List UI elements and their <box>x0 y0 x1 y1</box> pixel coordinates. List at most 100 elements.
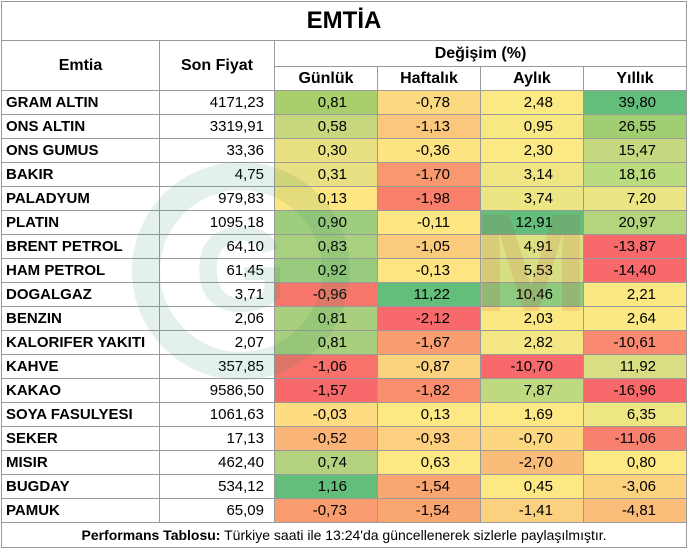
last-price-cell: 1061,63 <box>159 402 275 427</box>
yearly-change-cell: -11,06 <box>582 426 687 451</box>
weekly-change-cell: 0,63 <box>377 450 481 475</box>
footer-text: Türkiye saati ile 13:24'da güncellenerek… <box>220 527 607 543</box>
monthly-change-cell: -0,70 <box>480 426 584 451</box>
yearly-change-cell: 20,97 <box>582 210 687 235</box>
monthly-change-cell: 7,87 <box>480 378 584 403</box>
table-row: PAMUK 65,09 -0,73 -1,54 -1,41 -4,81 <box>1 498 687 523</box>
daily-change-cell: 1,16 <box>274 474 378 499</box>
weekly-change-cell: -0,36 <box>377 138 481 163</box>
table-row: BAKIR 4,75 0,31 -1,70 3,14 18,16 <box>1 162 687 187</box>
last-price-cell: 4,75 <box>159 162 275 187</box>
daily-change-cell: -0,52 <box>274 426 378 451</box>
weekly-change-cell: -1,05 <box>377 234 481 259</box>
table-row: BUGDAY 534,12 1,16 -1,54 0,45 -3,06 <box>1 474 687 499</box>
commodity-name: DOGALGAZ <box>1 282 160 307</box>
daily-change-cell: -0,96 <box>274 282 378 307</box>
commodity-name: KAKAO <box>1 378 160 403</box>
daily-change-cell: 0,13 <box>274 186 378 211</box>
daily-change-cell: 0,74 <box>274 450 378 475</box>
header-monthly: Aylık <box>480 66 584 91</box>
table-row: KAHVE 357,85 -1,06 -0,87 -10,70 11,92 <box>1 354 687 379</box>
weekly-change-cell: -1,54 <box>377 498 481 523</box>
table-row: BRENT PETROL 64,10 0,83 -1,05 4,91 -13,87 <box>1 234 687 259</box>
yearly-change-cell: 0,80 <box>582 450 687 475</box>
weekly-change-cell: -1,70 <box>377 162 481 187</box>
yearly-change-cell: 7,20 <box>582 186 687 211</box>
yearly-change-cell: -14,40 <box>582 258 687 283</box>
monthly-change-cell: 0,45 <box>480 474 584 499</box>
daily-change-cell: 0,81 <box>274 90 378 115</box>
yearly-change-cell: 6,35 <box>582 402 687 427</box>
last-price-cell: 17,13 <box>159 426 275 451</box>
table-footer: Performans Tablosu: Türkiye saati ile 13… <box>0 522 687 548</box>
commodity-name: BRENT PETROL <box>1 234 160 259</box>
last-price-cell: 65,09 <box>159 498 275 523</box>
table-row: MISIR 462,40 0,74 0,63 -2,70 0,80 <box>1 450 687 475</box>
table-row: BENZIN 2,06 0,81 -2,12 2,03 2,64 <box>1 306 687 331</box>
commodity-name: ONS ALTIN <box>1 114 160 139</box>
daily-change-cell: 0,58 <box>274 114 378 139</box>
yearly-change-cell: 39,80 <box>582 90 687 115</box>
weekly-change-cell: -1,67 <box>377 330 481 355</box>
weekly-change-cell: 0,13 <box>377 402 481 427</box>
yearly-change-cell: 26,55 <box>582 114 687 139</box>
table-row: ONS ALTIN 3319,91 0,58 -1,13 0,95 26,55 <box>1 114 687 139</box>
weekly-change-cell: -1,82 <box>377 378 481 403</box>
table-title: EMTİA <box>0 1 687 41</box>
last-price-cell: 4171,23 <box>159 90 275 115</box>
last-price-cell: 9586,50 <box>159 378 275 403</box>
daily-change-cell: 0,30 <box>274 138 378 163</box>
monthly-change-cell: 5,53 <box>480 258 584 283</box>
daily-change-cell: -1,57 <box>274 378 378 403</box>
daily-change-cell: 0,83 <box>274 234 378 259</box>
yearly-change-cell: 15,47 <box>582 138 687 163</box>
monthly-change-cell: 4,91 <box>480 234 584 259</box>
yearly-change-cell: 2,21 <box>582 282 687 307</box>
table-body: GRAM ALTIN 4171,23 0,81 -0,78 2,48 39,80 ONS A… <box>1 90 687 523</box>
header-weekly: Haftalık <box>377 66 481 91</box>
daily-change-cell: -0,73 <box>274 498 378 523</box>
monthly-change-cell: -10,70 <box>480 354 584 379</box>
monthly-change-cell: 0,95 <box>480 114 584 139</box>
daily-change-cell: 0,81 <box>274 306 378 331</box>
commodity-name: KALORIFER YAKITI <box>1 330 160 355</box>
weekly-change-cell: -1,13 <box>377 114 481 139</box>
commodity-name: HAM PETROL <box>1 258 160 283</box>
table-row: PLATIN 1095,18 0,90 -0,11 12,91 20,97 <box>1 210 687 235</box>
monthly-change-cell: 10,46 <box>480 282 584 307</box>
monthly-change-cell: 2,03 <box>480 306 584 331</box>
weekly-change-cell: 11,22 <box>377 282 481 307</box>
header-yearly: Yıllık <box>582 66 687 91</box>
monthly-change-cell: 12,91 <box>480 210 584 235</box>
last-price-cell: 979,83 <box>159 186 275 211</box>
commodity-name: SEKER <box>1 426 160 451</box>
header-daily: Günlük <box>274 66 378 91</box>
monthly-change-cell: 2,30 <box>480 138 584 163</box>
table-row: KALORIFER YAKITI 2,07 0,81 -1,67 2,82 -10,61 <box>1 330 687 355</box>
monthly-change-cell: 1,69 <box>480 402 584 427</box>
last-price-cell: 3,71 <box>159 282 275 307</box>
weekly-change-cell: -0,11 <box>377 210 481 235</box>
commodity-name: SOYA FASULYESI <box>1 402 160 427</box>
yearly-change-cell: -16,96 <box>582 378 687 403</box>
commodity-name: PALADYUM <box>1 186 160 211</box>
commodity-name: KAHVE <box>1 354 160 379</box>
weekly-change-cell: -1,98 <box>377 186 481 211</box>
table-row: KAKAO 9586,50 -1,57 -1,82 7,87 -16,96 <box>1 378 687 403</box>
daily-change-cell: 0,90 <box>274 210 378 235</box>
weekly-change-cell: -0,78 <box>377 90 481 115</box>
yearly-change-cell: 18,16 <box>582 162 687 187</box>
weekly-change-cell: -0,93 <box>377 426 481 451</box>
commodity-name: BUGDAY <box>1 474 160 499</box>
yearly-change-cell: -4,81 <box>582 498 687 523</box>
yearly-change-cell: -3,06 <box>582 474 687 499</box>
last-price-cell: 1095,18 <box>159 210 275 235</box>
last-price-cell: 61,45 <box>159 258 275 283</box>
monthly-change-cell: 3,74 <box>480 186 584 211</box>
last-price-cell: 534,12 <box>159 474 275 499</box>
commodity-name: GRAM ALTIN <box>1 90 160 115</box>
daily-change-cell: -1,06 <box>274 354 378 379</box>
commodity-name: ONS GUMUS <box>1 138 160 163</box>
last-price-cell: 357,85 <box>159 354 275 379</box>
